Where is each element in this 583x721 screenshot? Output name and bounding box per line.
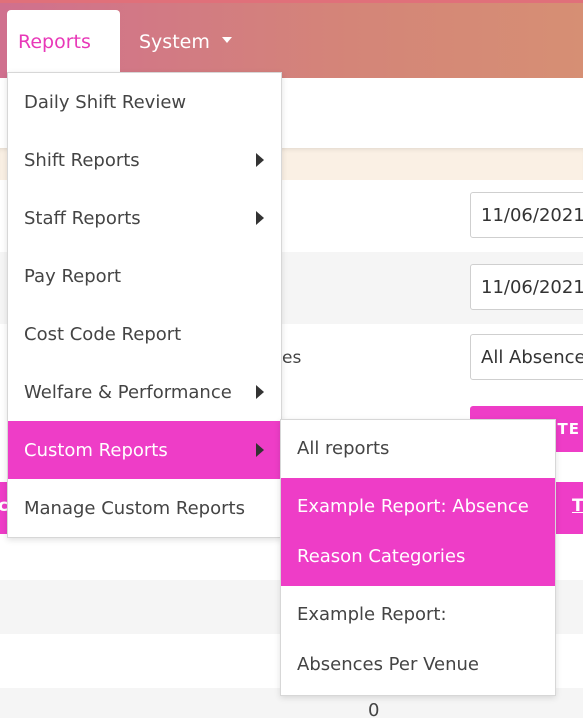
caret-right-icon	[256, 153, 264, 167]
absence-select[interactable]: All Absences	[470, 334, 583, 380]
nav-tab-system[interactable]: System	[139, 12, 232, 72]
submenu-item-absences-per-venue[interactable]: Example Report: Absences Per Venue	[281, 586, 555, 694]
menu-item-label: Staff Reports	[24, 207, 141, 229]
menu-item-label: Manage Custom Reports	[24, 497, 245, 519]
nav-tab-reports-label: Reports	[18, 31, 91, 53]
nav-tab-system-label: System	[139, 31, 210, 53]
submenu-item-absence-reason-categories[interactable]: Example Report: Absence Reason Categorie…	[281, 478, 555, 586]
menu-item-manage-custom-reports[interactable]: Manage Custom Reports	[8, 479, 281, 537]
nav-tab-reports[interactable]: Reports	[7, 10, 120, 74]
menu-item-staff-reports[interactable]: Staff Reports	[8, 189, 281, 247]
caret-right-icon	[256, 211, 264, 225]
table-cell-value: 0	[368, 700, 380, 721]
from-date-input[interactable]: 11/06/2021	[470, 192, 583, 238]
menu-item-label: Cost Code Report	[24, 323, 182, 345]
submenu-item-label: All reports	[297, 438, 390, 459]
menu-item-custom-reports[interactable]: Custom Reports	[8, 421, 281, 479]
absence-filter-label: es	[282, 348, 302, 368]
menu-item-welfare-performance[interactable]: Welfare & Performance	[8, 363, 281, 421]
caret-right-icon	[256, 385, 264, 399]
to-date-input[interactable]: 11/06/2021	[470, 264, 583, 310]
menu-item-shift-reports[interactable]: Shift Reports	[8, 131, 281, 189]
menu-item-label: Custom Reports	[24, 439, 168, 461]
submenu-item-label-line-1: Example Report: Absence	[297, 496, 529, 517]
submenu-item-label-line-2: Absences Per Venue	[297, 654, 479, 675]
menu-item-cost-code-report[interactable]: Cost Code Report	[8, 305, 281, 363]
menu-item-daily-shift-review[interactable]: Daily Shift Review	[8, 73, 281, 131]
submenu-item-all-reports[interactable]: All reports	[281, 420, 555, 478]
table-header-cell[interactable]: T	[572, 496, 583, 516]
caret-down-icon	[221, 37, 232, 43]
table-header-cell[interactable]: c	[0, 496, 9, 516]
menu-item-label: Daily Shift Review	[24, 91, 187, 113]
menu-item-label: Welfare & Performance	[24, 381, 232, 403]
reports-dropdown-menu: Daily Shift Review Shift Reports Staff R…	[7, 72, 282, 538]
menu-item-label: Pay Report	[24, 265, 122, 287]
submenu-item-label-line-1: Example Report:	[297, 604, 447, 625]
submenu-item-label-line-2: Reason Categories	[297, 546, 466, 567]
menu-item-label: Shift Reports	[24, 149, 140, 171]
custom-reports-submenu: All reports Example Report: Absence Reas…	[280, 419, 556, 696]
menu-item-pay-report[interactable]: Pay Report	[8, 247, 281, 305]
caret-right-icon	[256, 443, 264, 457]
